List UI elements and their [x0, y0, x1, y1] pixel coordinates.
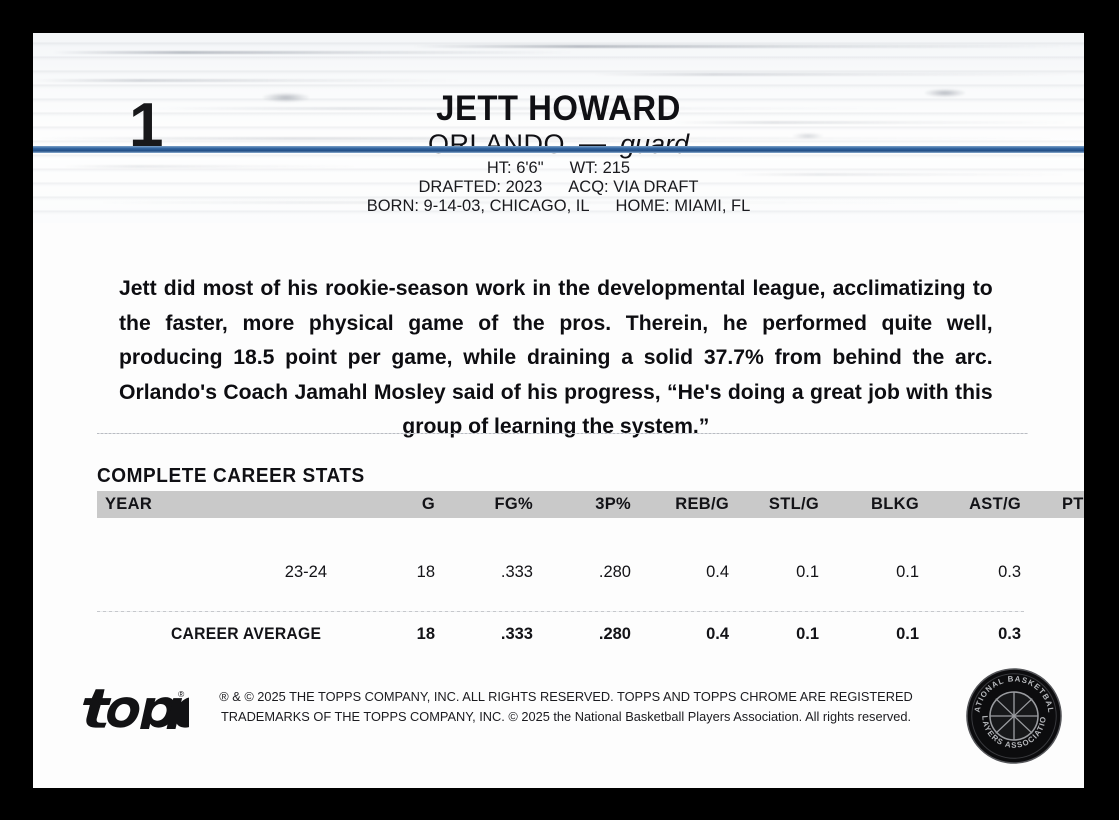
topps-logo-icon: ® [81, 683, 189, 729]
career-blk: 0.1 [896, 625, 919, 643]
grain-knot [793, 133, 823, 139]
height-value: HT: 6'6" [486, 159, 544, 177]
grain-streak [153, 107, 913, 110]
season-blk: 0.1 [896, 563, 919, 581]
stats-col-header-year: YEAR [97, 491, 327, 518]
career-ast: 0.3 [998, 625, 1021, 643]
acq-value: ACQ: VIA DRAFT [568, 178, 699, 196]
stats-col-header-pts: PTS/G [1021, 491, 1084, 518]
season-ast: 0.3 [998, 563, 1021, 581]
grain-streak [413, 45, 1073, 48]
career-g: 18 [416, 625, 435, 643]
player-bio-text: Jett did most of his rookie-season work … [119, 276, 993, 438]
career-label: CAREER AVERAGE [170, 625, 322, 643]
team-name: ORLANDO [427, 129, 565, 159]
season-year: 23-24 [284, 563, 327, 581]
career-reb: 0.4 [706, 625, 729, 643]
section-divider [97, 433, 1028, 434]
grain-knot [263, 93, 309, 102]
season-fg: .333 [500, 563, 533, 581]
season-3p: .280 [598, 563, 631, 581]
season-reb: 0.4 [706, 563, 729, 581]
player-name: JETT HOWARD [436, 89, 681, 128]
stats-row-separator [97, 611, 1024, 612]
table-row: CAREER AVERAGE 18 .333 .280 0.4 0.1 0.1 … [97, 582, 1084, 644]
player-vitals: HT: 6'6" WT: 215 DRAFTED: 2023 ACQ: VIA DR… [33, 159, 1084, 216]
grain-streak [33, 137, 1073, 140]
stats-header-row: YEAR G FG% 3P% REB/G STL/G BLKG AST/G PT… [97, 491, 1084, 518]
career-stl: 0.1 [796, 625, 819, 643]
season-pts: 1.6 [1021, 518, 1084, 582]
dash-separator: — [578, 129, 606, 159]
blue-accent-rule [33, 146, 1084, 153]
born-value: BORN: 9-14-03, CHICAGO, IL [366, 197, 590, 215]
grain-streak [673, 121, 1073, 124]
legal-line-1: ® & © 2025 THE TOPPS COMPANY, INC. ALL R… [219, 689, 913, 704]
team-position-line: ORLANDO — guard [33, 129, 1084, 160]
career-stats-table: YEAR G FG% 3P% REB/G STL/G BLKG AST/G PT… [97, 491, 1084, 644]
card-footer: ® ® & © 2025 THE TOPPS COMPANY, INC. ALL… [33, 668, 1084, 788]
stats-col-header-fg: FG% [435, 491, 533, 518]
stats-section-title: COMPLETE CAREER STATS [97, 465, 365, 487]
grain-streak [593, 73, 1073, 76]
stats-col-header-g: G [327, 491, 435, 518]
season-stl: 0.1 [796, 563, 819, 581]
legal-line-2: TRADEMARKS OF THE TOPPS COMPANY, INC. © … [220, 709, 912, 724]
stats-col-header-ast: AST/G [919, 491, 1021, 518]
career-3p: .280 [598, 625, 631, 643]
stats-col-header-stl: STL/G [729, 491, 819, 518]
player-position: guard [619, 129, 690, 159]
card-header: 1 JETT HOWARD ORLANDO — guard [33, 33, 1084, 159]
grain-streak [733, 173, 1073, 176]
grain-streak [53, 51, 573, 54]
career-pts: 1.6 [1021, 582, 1084, 644]
career-fg: .333 [500, 625, 533, 643]
grain-streak [63, 165, 363, 168]
grain-streak [33, 79, 463, 82]
vitals-row-3: BORN: 9-14-03, CHICAGO, IL HOME: MIAMI, F… [33, 197, 1084, 216]
stats-col-header-3p: 3P% [533, 491, 631, 518]
legal-text: ® & © 2025 THE TOPPS COMPANY, INC. ALL R… [212, 687, 920, 727]
grain-streak [93, 201, 993, 204]
trading-card-back: 1 JETT HOWARD ORLANDO — guard HT: 6'6" WT: … [33, 33, 1084, 788]
weight-value: WT: 215 [569, 159, 631, 177]
svg-text:®: ® [178, 689, 184, 699]
home-value: HOME: MIAMI, FL [615, 197, 751, 215]
table-row: 23-24 18 .333 .280 0.4 0.1 0.1 0.3 1.6 [97, 518, 1084, 582]
stats-col-header-blk: BLKG [819, 491, 919, 518]
grain-knot [925, 89, 965, 97]
season-g: 18 [416, 563, 435, 581]
stats-col-header-reb: REB/G [631, 491, 729, 518]
vitals-row-2: DRAFTED: 2023 ACQ: VIA DRAFT [33, 178, 1084, 197]
vitals-row-1: HT: 6'6" WT: 215 [33, 159, 1084, 178]
drafted-value: DRAFTED: 2023 [418, 178, 543, 196]
